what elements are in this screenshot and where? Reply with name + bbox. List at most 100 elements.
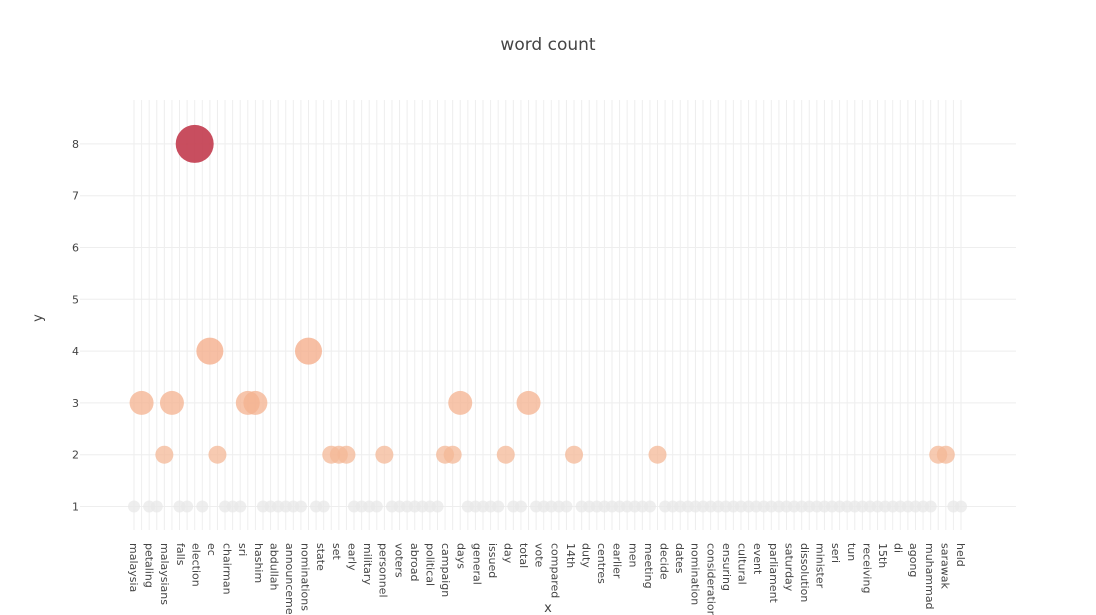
x-tick-label: announcement bbox=[283, 543, 296, 615]
data-point[interactable] bbox=[196, 337, 224, 365]
data-point[interactable] bbox=[560, 500, 573, 513]
x-tick-label: parliament bbox=[767, 543, 780, 604]
x-tick-label: 14th bbox=[564, 543, 577, 568]
data-point[interactable] bbox=[129, 390, 154, 415]
x-tick-label: tun bbox=[845, 543, 858, 561]
x-tick-label: nominations bbox=[299, 543, 312, 611]
data-point[interactable] bbox=[175, 124, 214, 163]
x-tick-label: abroad bbox=[408, 543, 421, 581]
data-point[interactable] bbox=[294, 500, 307, 513]
x-tick-label: receiving bbox=[860, 543, 873, 593]
x-tick-labels: malaysia petaling malaysians falls election e… bbox=[127, 543, 967, 615]
data-point[interactable] bbox=[317, 500, 330, 513]
x-tick-label: voters bbox=[392, 543, 405, 578]
x-tick-label: military bbox=[361, 543, 374, 585]
x-tick-label: ec bbox=[205, 543, 218, 556]
x-tick-label: muhammad bbox=[923, 543, 936, 610]
x-tick-label: election bbox=[189, 543, 202, 587]
x-tick-label: agong bbox=[907, 543, 920, 577]
y-tick-label: 5 bbox=[72, 293, 79, 306]
x-tick-label: dates bbox=[673, 543, 686, 574]
data-point[interactable] bbox=[496, 445, 515, 464]
data-point[interactable] bbox=[448, 390, 473, 415]
data-point[interactable] bbox=[492, 500, 505, 513]
x-tick-label: abdullah bbox=[267, 543, 280, 591]
x-tick-label: di bbox=[892, 543, 905, 553]
x-tick-label: compared bbox=[548, 543, 561, 598]
x-tick-label: days bbox=[455, 543, 468, 569]
x-tick-label: set bbox=[330, 543, 343, 560]
x-tick-label: general bbox=[470, 543, 483, 585]
y-tick-label: 3 bbox=[72, 397, 79, 410]
data-point[interactable] bbox=[936, 445, 955, 464]
data-point[interactable] bbox=[648, 445, 667, 464]
x-tick-label: falls bbox=[174, 543, 187, 566]
data-point[interactable] bbox=[565, 445, 584, 464]
data-point[interactable] bbox=[337, 445, 356, 464]
x-tick-label: held bbox=[954, 543, 967, 567]
data-point[interactable] bbox=[924, 500, 937, 513]
data-point[interactable] bbox=[196, 500, 209, 513]
x-tick-label: state bbox=[314, 543, 327, 571]
x-tick-label: consideration bbox=[704, 543, 717, 615]
x-tick-label: vote bbox=[533, 543, 546, 568]
x-tick-label: total bbox=[517, 543, 530, 568]
x-tick-label: dissolution bbox=[798, 543, 811, 602]
x-tick-label: duty bbox=[580, 543, 593, 568]
x-tick-label: saturday bbox=[782, 543, 795, 592]
x-tick-label: minister bbox=[814, 543, 827, 589]
y-axis-title: y bbox=[31, 314, 46, 322]
data-point[interactable] bbox=[955, 500, 967, 513]
x-tick-label: early bbox=[345, 543, 358, 571]
points-layer bbox=[128, 124, 967, 513]
data-point[interactable] bbox=[243, 390, 268, 415]
chart-title: word count bbox=[500, 35, 595, 55]
x-tick-label: ensuring bbox=[720, 543, 733, 591]
x-tick-label: campaign bbox=[439, 543, 452, 597]
x-tick-label: centres bbox=[595, 543, 608, 584]
x-tick-label: event bbox=[751, 543, 764, 575]
x-tick-label: nomination bbox=[689, 543, 702, 605]
data-point[interactable] bbox=[431, 500, 444, 513]
x-tick-label: 15th bbox=[876, 543, 889, 568]
y-tick-label: 2 bbox=[72, 449, 79, 462]
x-tick-label: malaysians bbox=[158, 543, 171, 605]
data-point[interactable] bbox=[159, 390, 184, 415]
data-point[interactable] bbox=[516, 390, 541, 415]
data-point[interactable] bbox=[443, 445, 462, 464]
data-point[interactable] bbox=[370, 500, 383, 513]
grid-layer bbox=[80, 100, 1016, 530]
y-tick-label: 4 bbox=[72, 345, 79, 358]
x-tick-label: decide bbox=[658, 543, 671, 580]
x-axis-title: x bbox=[544, 601, 552, 615]
x-tick-label: personnel bbox=[377, 543, 390, 598]
data-point[interactable] bbox=[643, 500, 656, 513]
y-tick-label: 1 bbox=[72, 501, 79, 514]
x-tick-label: malaysia bbox=[127, 543, 140, 592]
x-tick-label: sarawak bbox=[938, 543, 951, 589]
y-tick-label: 7 bbox=[72, 190, 79, 203]
data-point[interactable] bbox=[514, 500, 527, 513]
data-point[interactable] bbox=[234, 500, 247, 513]
data-point[interactable] bbox=[208, 445, 227, 464]
x-tick-label: political bbox=[423, 543, 436, 586]
data-point[interactable] bbox=[181, 500, 194, 513]
data-point[interactable] bbox=[155, 445, 174, 464]
x-tick-label: chairman bbox=[221, 543, 234, 595]
x-tick-label: earlier bbox=[611, 543, 624, 579]
x-tick-label: meeting bbox=[642, 543, 655, 589]
data-point[interactable] bbox=[128, 500, 140, 513]
x-tick-label: petaling bbox=[143, 543, 156, 588]
data-point[interactable] bbox=[375, 445, 394, 464]
x-tick-label: sri bbox=[236, 543, 249, 556]
data-point[interactable] bbox=[150, 500, 163, 513]
y-tick-label: 8 bbox=[72, 138, 79, 151]
x-tick-label: issued bbox=[486, 543, 499, 578]
data-point[interactable] bbox=[295, 337, 323, 365]
y-tick-labels: 1 2 3 4 5 6 7 8 bbox=[72, 138, 79, 514]
x-tick-label: day bbox=[501, 543, 514, 564]
x-tick-label: men bbox=[626, 543, 639, 567]
y-tick-label: 6 bbox=[72, 242, 79, 255]
